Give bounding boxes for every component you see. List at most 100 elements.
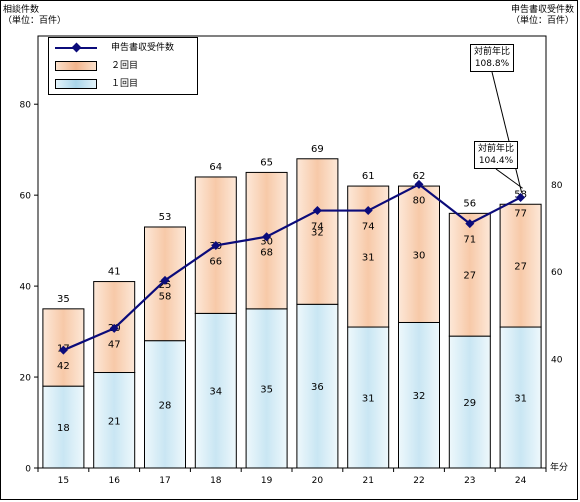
bar-first-label-22: 32 bbox=[413, 391, 426, 402]
legend-diamond-marker bbox=[71, 42, 82, 53]
bar-second-label-22: 30 bbox=[413, 250, 426, 261]
bar-second-label-19: 30 bbox=[260, 237, 273, 248]
line-point-21 bbox=[363, 206, 373, 216]
right-axis-header: 申告書収受件数 （単位：百件） bbox=[511, 5, 574, 27]
bar-total-label-15: 35 bbox=[57, 294, 70, 305]
line-point-label-22: 80 bbox=[413, 195, 426, 206]
line-point-18 bbox=[211, 240, 221, 250]
bar-first-label-19: 35 bbox=[260, 384, 273, 395]
line-point-15 bbox=[58, 345, 68, 355]
legend: 申告書収受件数 ２回目 １回目 bbox=[48, 37, 198, 95]
line-yoy-label: 対前年比 bbox=[473, 47, 510, 57]
x-unit-label: 年分 bbox=[550, 461, 568, 473]
bar-total-label-23: 56 bbox=[463, 198, 476, 209]
bar-first-label-23: 29 bbox=[463, 398, 476, 409]
left-axis-header: 相談件数 （単位：百件） bbox=[3, 5, 66, 27]
y-tick-label-60: 60 bbox=[20, 192, 32, 202]
bar-first-label-15: 18 bbox=[57, 423, 70, 434]
x-tick-label-18: 18 bbox=[210, 476, 222, 486]
bar-second-label-23: 27 bbox=[463, 271, 476, 282]
x-tick-label-23: 23 bbox=[464, 476, 475, 486]
x-tick-label-20: 20 bbox=[312, 476, 324, 486]
bar-second-label-20: 32 bbox=[311, 228, 324, 239]
line-point-label-21: 74 bbox=[362, 222, 375, 233]
x-tick-label-15: 15 bbox=[58, 476, 69, 486]
bar-total-label-19: 65 bbox=[260, 157, 273, 168]
y2-tick-label-60: 60 bbox=[551, 268, 563, 278]
line-yoy-value: 108.8% bbox=[474, 59, 510, 69]
line-yoy-callout: 対前年比 108.8% bbox=[470, 44, 514, 72]
bar-total-label-17: 53 bbox=[159, 212, 172, 223]
bar-total-label-20: 69 bbox=[311, 144, 324, 155]
bar-yoy-value: 104.4% bbox=[478, 156, 514, 166]
right-axis-unit: （単位：百件） bbox=[510, 16, 574, 26]
bar-first-label-24: 31 bbox=[514, 394, 527, 405]
right-axis-title: 申告書収受件数 bbox=[510, 5, 574, 15]
bar-first-21 bbox=[347, 326, 390, 469]
line-point-22 bbox=[414, 179, 424, 189]
y2-tick-label-40: 40 bbox=[551, 355, 563, 365]
bar-total-label-21: 61 bbox=[362, 171, 375, 182]
line-point-19 bbox=[262, 232, 272, 242]
bar-first-17 bbox=[144, 340, 186, 469]
bar-total-label-18: 64 bbox=[209, 162, 222, 173]
bar-second-label-24: 27 bbox=[514, 262, 527, 273]
bar-first-24 bbox=[499, 326, 542, 469]
bar-first-23 bbox=[448, 335, 491, 469]
bar-first-label-16: 21 bbox=[108, 416, 121, 427]
bar-first-label-18: 34 bbox=[209, 387, 222, 398]
y-tick-label-40: 40 bbox=[20, 283, 32, 293]
bar-second-23 bbox=[448, 212, 491, 337]
line-point-label-18: 66 bbox=[209, 256, 222, 267]
bar-second-label-21: 31 bbox=[362, 253, 375, 264]
bar-first-15 bbox=[42, 385, 85, 469]
bar-first-label-17: 28 bbox=[159, 400, 172, 411]
y-tick-label-20: 20 bbox=[20, 374, 32, 384]
legend-first-label: １回目 bbox=[111, 79, 139, 89]
x-tick-label-19: 19 bbox=[261, 476, 273, 486]
line-point-label-19: 68 bbox=[260, 248, 273, 259]
bar-first-18 bbox=[194, 312, 237, 469]
line-point-20 bbox=[312, 206, 322, 216]
x-tick-label-17: 17 bbox=[159, 476, 170, 486]
bar-first-22 bbox=[398, 321, 440, 469]
bar-second-label-17: 25 bbox=[159, 280, 172, 291]
y2-tick-label-80: 80 bbox=[551, 181, 563, 191]
line-point-label-24: 77 bbox=[514, 208, 527, 219]
bar-second-16 bbox=[93, 281, 136, 374]
line-point-label-23: 71 bbox=[463, 235, 476, 246]
bar-first-label-21: 31 bbox=[362, 394, 375, 405]
left-axis-title: 相談件数 bbox=[3, 5, 40, 15]
x-tick-label-24: 24 bbox=[515, 476, 527, 486]
x-tick-label-16: 16 bbox=[108, 476, 120, 486]
line-point-23 bbox=[465, 219, 475, 229]
bar-second-24 bbox=[499, 203, 542, 328]
x-tick-label-21: 21 bbox=[362, 476, 373, 486]
x-tick-label-22: 22 bbox=[413, 476, 424, 486]
bar-yoy-callout: 対前年比 104.4% bbox=[474, 141, 518, 169]
bar-second-20 bbox=[296, 158, 339, 305]
bar-second-22 bbox=[398, 185, 440, 323]
line-point-label-15: 42 bbox=[57, 361, 70, 372]
left-axis-unit: （単位：百件） bbox=[3, 16, 67, 26]
bar-first-label-20: 36 bbox=[311, 382, 324, 393]
bar-yoy-label: 対前年比 bbox=[477, 144, 514, 154]
line-series-path bbox=[62, 183, 522, 352]
bar-first-20 bbox=[296, 303, 339, 469]
line-point-label-20: 74 bbox=[311, 222, 324, 233]
line-point-label-16: 47 bbox=[108, 339, 121, 350]
legend-second-swatch bbox=[55, 61, 97, 71]
bar-callout-pointer bbox=[495, 168, 523, 189]
y-tick-label-0: 0 bbox=[25, 465, 31, 475]
legend-second-label: ２回目 bbox=[111, 61, 139, 71]
line-point-16 bbox=[109, 323, 119, 333]
line-callout-pointer bbox=[491, 71, 523, 193]
line-point-17 bbox=[160, 275, 170, 285]
bar-first-19 bbox=[245, 308, 288, 469]
legend-first-swatch bbox=[55, 79, 97, 89]
line-point-label-17: 58 bbox=[159, 291, 172, 302]
bar-total-label-16: 41 bbox=[108, 267, 121, 278]
line-point-24 bbox=[516, 192, 526, 202]
